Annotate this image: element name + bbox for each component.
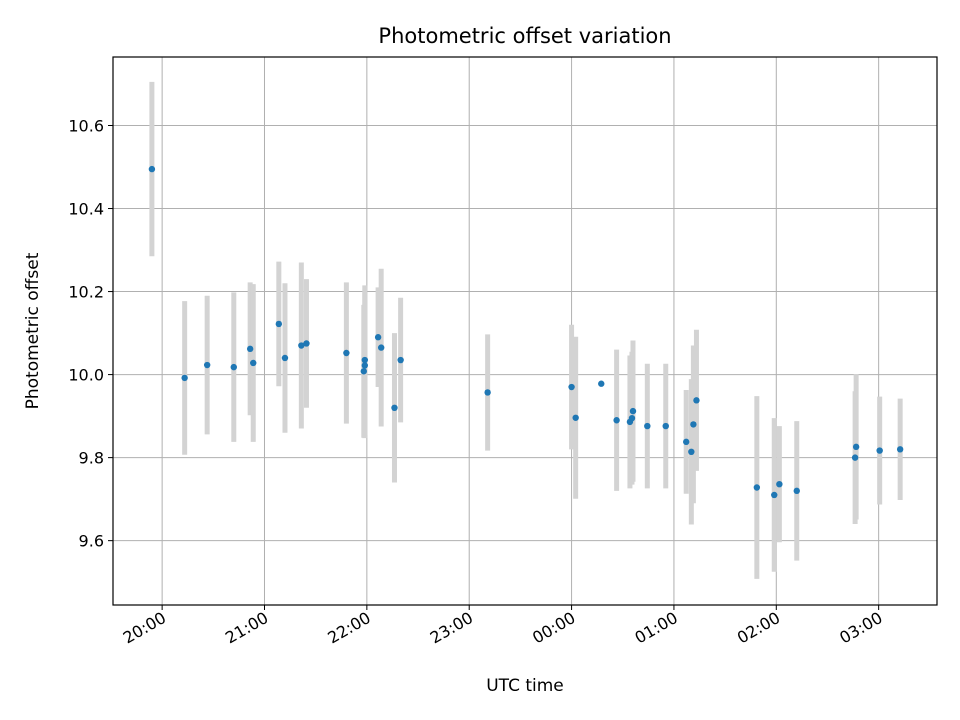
data-point [688,448,695,456]
y-axis-label: Photometric offset [23,252,43,409]
data-point [896,446,904,453]
data-point [246,345,254,353]
data-point [397,356,404,364]
data-point [148,165,156,173]
data-point [250,359,257,367]
data-point [690,421,697,428]
y-tick-label: 10.4 [68,200,104,219]
data-point [629,407,637,415]
data-point [303,340,310,347]
y-tick-label: 9.6 [79,532,104,551]
data-point [753,484,761,491]
data-point [683,438,690,446]
data-point [572,414,579,421]
data-point [230,363,237,371]
data-point [343,349,350,357]
data-point [771,491,778,499]
data-point [613,417,620,424]
data-point [391,404,398,412]
data-point [281,354,289,362]
data-point [298,342,305,349]
data-point [181,374,188,382]
data-point [598,380,605,387]
x-axis-label: UTC time [486,676,564,696]
y-axis-ticks: 9.6 9.8 10.0 10.2 10.4 10.6 [68,117,113,551]
data-point [851,454,859,461]
data-point [377,344,385,351]
data-point [662,422,669,430]
y-tick-label: 9.8 [79,449,104,468]
data-point [361,356,369,364]
data-point [361,362,369,369]
data-point [568,383,575,391]
data-point [484,389,491,396]
y-tick-label: 10.0 [68,366,104,385]
data-point [374,334,382,341]
data-points [148,165,904,499]
data-point [275,320,283,328]
data-point [628,414,636,422]
data-point [852,443,860,451]
data-point [203,361,211,369]
data-point [644,422,651,430]
chart-title: Photometric offset variation [378,24,671,48]
y-tick-label: 10.2 [68,283,104,302]
data-point [693,397,700,404]
plot-frame [112,56,938,606]
data-point [793,487,800,495]
data-point [776,480,783,488]
data-point [876,447,883,454]
y-tick-label: 10.6 [68,117,104,136]
data-point [360,368,367,375]
